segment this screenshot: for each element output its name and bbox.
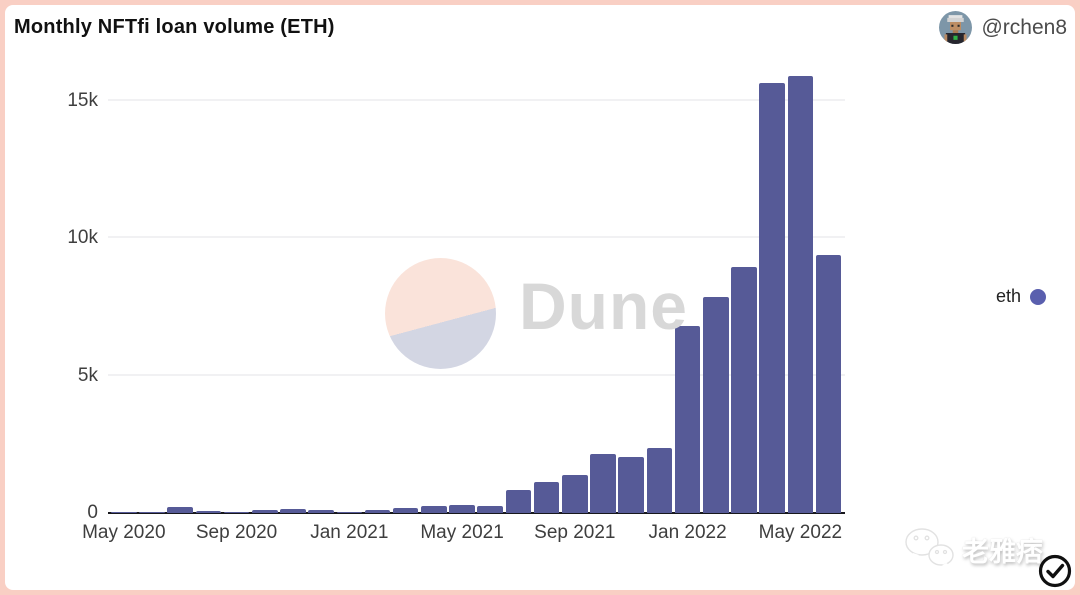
gridline <box>108 99 845 102</box>
bar-jun-2022[interactable] <box>815 254 842 513</box>
bar-jan-2022[interactable] <box>674 326 701 513</box>
bar-apr-2022[interactable] <box>759 83 785 513</box>
x-tick-label: Jan 2022 <box>648 522 727 543</box>
legend-item-eth[interactable]: eth <box>996 286 1047 307</box>
y-tick-label: 0 <box>87 502 98 523</box>
bar-jun-2021[interactable] <box>477 505 504 513</box>
page-title: Monthly NFTfi loan volume (ETH) <box>14 16 335 38</box>
bar-sep-2021[interactable] <box>562 474 588 513</box>
bar-jun-2020[interactable] <box>139 511 165 513</box>
x-axis-labels: May 2020 Sep 2020 Jan 2021 May 2021 Sep 2021… <box>82 522 844 548</box>
author[interactable]: @rchen8 <box>939 11 1067 44</box>
bar-oct-2021[interactable] <box>590 453 616 513</box>
x-tick-label: May 2022 <box>758 522 843 543</box>
bar-jan-2021[interactable] <box>336 512 363 513</box>
author-avatar[interactable] <box>939 11 973 44</box>
bar-mar-2021[interactable] <box>392 507 419 513</box>
bar-jul-2020[interactable] <box>167 506 193 513</box>
gridline <box>108 236 845 239</box>
x-tick-label: May 2021 <box>420 522 504 543</box>
avatar-pixel-art <box>939 11 973 44</box>
wechat-watermark-text: 老雅痞 <box>962 537 1043 567</box>
bar-sep-2020[interactable] <box>223 512 250 513</box>
gridline <box>108 373 845 376</box>
y-tick-label: 10k <box>67 227 98 249</box>
y-axis-labels: 0 5k 10k 15k <box>28 66 98 523</box>
bar-jul-2021[interactable] <box>505 490 532 513</box>
bar-feb-2022[interactable] <box>702 297 729 513</box>
x-tick-label: Sep 2021 <box>534 522 616 543</box>
check-badge-icon <box>1037 553 1073 594</box>
bar-mar-2022[interactable] <box>731 267 757 513</box>
bar-aug-2020[interactable] <box>195 510 222 513</box>
bar-oct-2020[interactable] <box>251 510 278 513</box>
legend-label: eth <box>996 286 1022 306</box>
bar-dec-2020[interactable] <box>308 509 334 513</box>
bar-may-2022[interactable] <box>787 76 814 513</box>
wechat-icon <box>903 525 959 580</box>
y-tick-label: 15k <box>67 90 98 112</box>
author-handle[interactable]: @rchen8 <box>981 15 1067 39</box>
bar-nov-2021[interactable] <box>618 456 644 513</box>
bar-apr-2021[interactable] <box>421 505 447 513</box>
bar-aug-2021[interactable] <box>533 481 560 513</box>
bar-feb-2021[interactable] <box>364 509 391 513</box>
legend-dot-icon <box>1030 288 1047 305</box>
bar-dec-2021[interactable] <box>646 448 673 513</box>
x-tick-label: Jan 2021 <box>310 522 389 543</box>
x-tick-label: Sep 2020 <box>195 522 278 543</box>
plot-area <box>108 66 845 514</box>
y-tick-label: 5k <box>77 364 98 386</box>
dune-watermark-text: Dune <box>519 269 688 343</box>
dune-logo-icon <box>385 258 496 369</box>
bar-may-2020[interactable] <box>111 512 137 513</box>
bar-may-2021[interactable] <box>449 505 475 513</box>
x-axis-line <box>108 512 845 514</box>
x-tick-label: May 2020 <box>82 522 166 543</box>
bar-nov-2020[interactable] <box>280 509 306 513</box>
